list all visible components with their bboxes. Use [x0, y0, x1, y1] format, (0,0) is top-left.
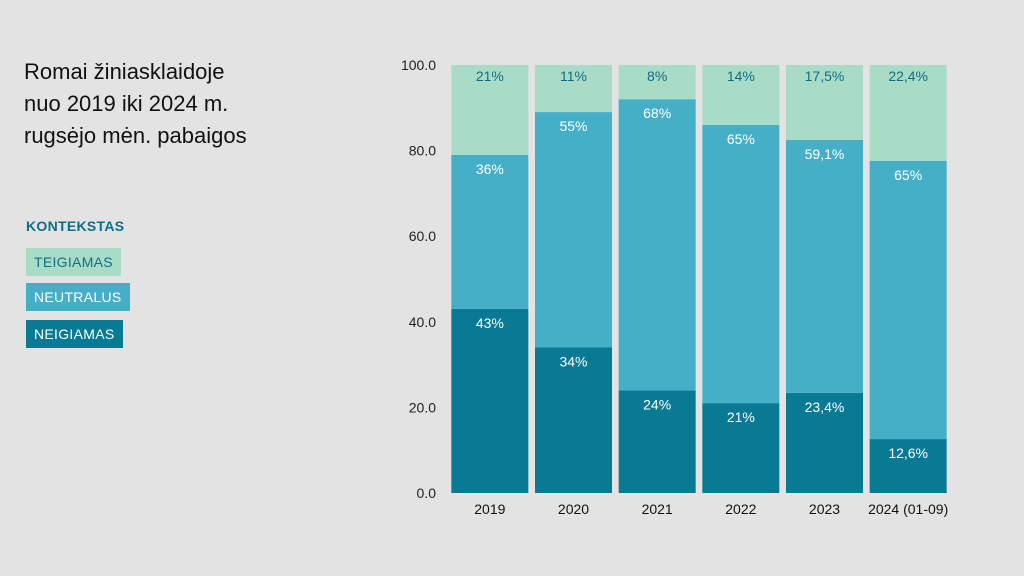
data-label: 24% [643, 396, 671, 412]
x-tick-label: 2019 [474, 501, 505, 517]
bar-segment [786, 392, 863, 493]
y-tick-label: 0.0 [417, 485, 437, 501]
legend-item-teigiamas: TEIGIAMAS [26, 248, 121, 276]
data-label: 55% [559, 118, 587, 134]
legend-heading: KONTEKSTAS [26, 218, 125, 234]
data-label: 22,4% [888, 68, 928, 84]
bar-segment [869, 439, 947, 493]
bar-segment [451, 65, 529, 155]
bar-segment [702, 403, 780, 493]
bar-segment [786, 139, 863, 393]
legend-item-neutralus: NEUTRALUS [26, 283, 130, 311]
bar-segment [618, 390, 696, 493]
title-line-1: Romai žiniasklaidoje [24, 59, 225, 84]
x-tick-label: 2020 [558, 501, 589, 517]
data-label: 23,4% [805, 399, 845, 415]
x-tick-label: 2021 [642, 501, 673, 517]
data-label: 43% [476, 315, 504, 331]
data-label: 14% [727, 68, 755, 84]
data-label: 65% [727, 131, 755, 147]
bar-segment [702, 124, 780, 404]
data-label: 8% [647, 68, 667, 84]
title-line-3: rugsėjo mėn. pabaigos [24, 123, 247, 148]
data-label: 36% [476, 161, 504, 177]
y-tick-label: 100.0 [401, 57, 436, 73]
data-label: 21% [476, 68, 504, 84]
y-tick-label: 80.0 [409, 143, 436, 159]
y-tick-label: 40.0 [409, 314, 436, 330]
bar-segment [451, 154, 529, 309]
y-tick-label: 20.0 [409, 399, 436, 415]
data-label: 11% [560, 68, 587, 84]
y-tick-label: 60.0 [409, 228, 436, 244]
x-tick-label: 2024 (01-09) [868, 501, 948, 517]
data-label: 59,1% [805, 146, 845, 162]
title-line-2: nuo 2019 iki 2024 m. [24, 91, 229, 116]
bar-segment [702, 65, 780, 125]
bar-segment [786, 65, 863, 140]
legend-item-neigiamas: NEIGIAMAS [26, 320, 123, 348]
bar-segment [535, 112, 612, 348]
data-label: 68% [643, 105, 671, 121]
data-label: 65% [894, 167, 922, 183]
bar-segment [451, 308, 529, 493]
data-label: 17,5% [805, 68, 845, 84]
bar-segment [535, 347, 612, 493]
bar-segment [869, 160, 947, 440]
data-label: 21% [727, 409, 755, 425]
x-tick-label: 2022 [725, 501, 756, 517]
chart-title: Romai žiniasklaidoje nuo 2019 iki 2024 m… [24, 56, 344, 152]
bar-segment [618, 65, 696, 100]
data-label: 34% [559, 353, 587, 369]
data-label: 12,6% [888, 445, 928, 461]
bar-segment [869, 65, 947, 161]
x-tick-label: 2023 [809, 501, 840, 517]
bar-segment [535, 65, 612, 113]
bar-segment [618, 99, 696, 391]
